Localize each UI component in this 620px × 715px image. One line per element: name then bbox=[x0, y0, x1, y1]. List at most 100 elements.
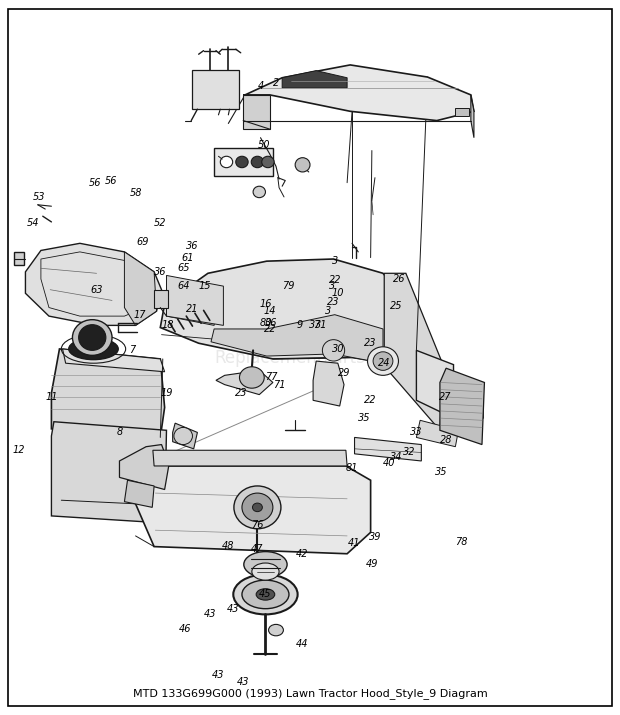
Polygon shape bbox=[25, 243, 162, 325]
Text: 44: 44 bbox=[296, 639, 309, 649]
Text: 3: 3 bbox=[329, 281, 335, 291]
Polygon shape bbox=[161, 259, 417, 366]
Text: 22: 22 bbox=[365, 395, 377, 405]
Text: 27: 27 bbox=[438, 392, 451, 402]
Polygon shape bbox=[313, 361, 344, 406]
Text: 35: 35 bbox=[435, 467, 448, 477]
Ellipse shape bbox=[236, 157, 248, 168]
Text: 3: 3 bbox=[326, 306, 332, 316]
Ellipse shape bbox=[295, 158, 310, 172]
Text: 34: 34 bbox=[391, 453, 403, 463]
Ellipse shape bbox=[174, 428, 192, 445]
Ellipse shape bbox=[234, 486, 281, 529]
Text: 45: 45 bbox=[259, 589, 272, 599]
Polygon shape bbox=[153, 450, 347, 466]
Text: 9: 9 bbox=[296, 320, 303, 330]
Text: 78: 78 bbox=[455, 537, 468, 546]
Polygon shape bbox=[172, 423, 197, 449]
Text: 53: 53 bbox=[33, 192, 45, 202]
Text: MTD 133G699G000 (1993) Lawn Tractor Hood_Style_9 Diagram: MTD 133G699G000 (1993) Lawn Tractor Hood… bbox=[133, 688, 487, 699]
Text: 16: 16 bbox=[259, 299, 272, 309]
Ellipse shape bbox=[242, 493, 273, 522]
Ellipse shape bbox=[73, 320, 112, 355]
Ellipse shape bbox=[322, 340, 345, 361]
Text: 69: 69 bbox=[137, 237, 149, 247]
Text: 18: 18 bbox=[161, 320, 174, 330]
Text: 64: 64 bbox=[177, 281, 190, 291]
Text: 23: 23 bbox=[365, 338, 377, 348]
Ellipse shape bbox=[239, 367, 264, 388]
Text: 54: 54 bbox=[27, 218, 39, 228]
Bar bbox=[192, 70, 239, 109]
Text: 22: 22 bbox=[329, 275, 341, 285]
Text: 65: 65 bbox=[177, 263, 190, 273]
Text: 25: 25 bbox=[391, 301, 403, 311]
Polygon shape bbox=[282, 71, 347, 88]
Polygon shape bbox=[216, 370, 273, 395]
Text: 35: 35 bbox=[358, 413, 371, 423]
Ellipse shape bbox=[233, 574, 298, 614]
Text: 3: 3 bbox=[332, 256, 338, 266]
Polygon shape bbox=[243, 65, 474, 121]
Text: 2: 2 bbox=[273, 78, 279, 88]
Text: 49: 49 bbox=[366, 559, 378, 569]
Ellipse shape bbox=[79, 325, 106, 350]
Text: 21: 21 bbox=[186, 304, 199, 314]
Polygon shape bbox=[211, 315, 383, 363]
Text: 37: 37 bbox=[309, 320, 321, 330]
Text: 50: 50 bbox=[257, 140, 270, 150]
Text: 79: 79 bbox=[282, 281, 294, 291]
Text: 23: 23 bbox=[234, 388, 247, 398]
Text: 61: 61 bbox=[181, 252, 194, 262]
Text: 28: 28 bbox=[440, 435, 453, 445]
Ellipse shape bbox=[368, 347, 399, 375]
Polygon shape bbox=[417, 350, 483, 418]
Text: 32: 32 bbox=[403, 447, 415, 457]
Text: 29: 29 bbox=[338, 368, 350, 378]
Text: 76: 76 bbox=[251, 521, 264, 531]
Text: 23: 23 bbox=[327, 297, 340, 307]
Text: 47: 47 bbox=[251, 543, 264, 553]
Ellipse shape bbox=[251, 157, 264, 168]
Text: 39: 39 bbox=[369, 533, 381, 543]
Ellipse shape bbox=[268, 624, 283, 636]
Text: 11: 11 bbox=[45, 392, 58, 402]
Text: 15: 15 bbox=[198, 281, 211, 291]
Text: ReplacementParts.com: ReplacementParts.com bbox=[214, 348, 406, 367]
Text: 43: 43 bbox=[212, 670, 224, 680]
Text: 22: 22 bbox=[264, 324, 276, 334]
Polygon shape bbox=[471, 95, 474, 138]
Text: 36: 36 bbox=[265, 318, 277, 328]
Bar bbox=[214, 148, 273, 176]
Text: 77: 77 bbox=[265, 373, 278, 383]
Ellipse shape bbox=[252, 503, 262, 512]
Text: 52: 52 bbox=[154, 218, 167, 228]
Text: 31: 31 bbox=[315, 320, 327, 330]
Polygon shape bbox=[120, 445, 169, 490]
Polygon shape bbox=[440, 368, 484, 445]
Text: 42: 42 bbox=[296, 548, 309, 558]
Polygon shape bbox=[51, 422, 167, 523]
Text: 43: 43 bbox=[237, 677, 249, 687]
Text: 30: 30 bbox=[332, 344, 344, 354]
Polygon shape bbox=[167, 275, 223, 325]
Ellipse shape bbox=[252, 563, 279, 580]
Bar bbox=[455, 108, 469, 117]
Bar bbox=[14, 252, 24, 265]
Polygon shape bbox=[355, 438, 422, 461]
Text: 24: 24 bbox=[378, 358, 391, 368]
Polygon shape bbox=[63, 349, 165, 372]
Text: 81: 81 bbox=[346, 463, 358, 473]
Ellipse shape bbox=[69, 338, 118, 360]
Polygon shape bbox=[51, 349, 165, 438]
Polygon shape bbox=[417, 420, 458, 447]
Ellipse shape bbox=[253, 186, 265, 197]
Ellipse shape bbox=[262, 157, 274, 168]
Bar bbox=[154, 290, 168, 307]
Text: 43: 43 bbox=[226, 603, 239, 613]
Text: 26: 26 bbox=[394, 274, 406, 284]
Text: 56: 56 bbox=[89, 177, 101, 187]
Text: 80: 80 bbox=[259, 318, 272, 328]
Text: 19: 19 bbox=[160, 388, 173, 398]
Ellipse shape bbox=[220, 157, 232, 168]
